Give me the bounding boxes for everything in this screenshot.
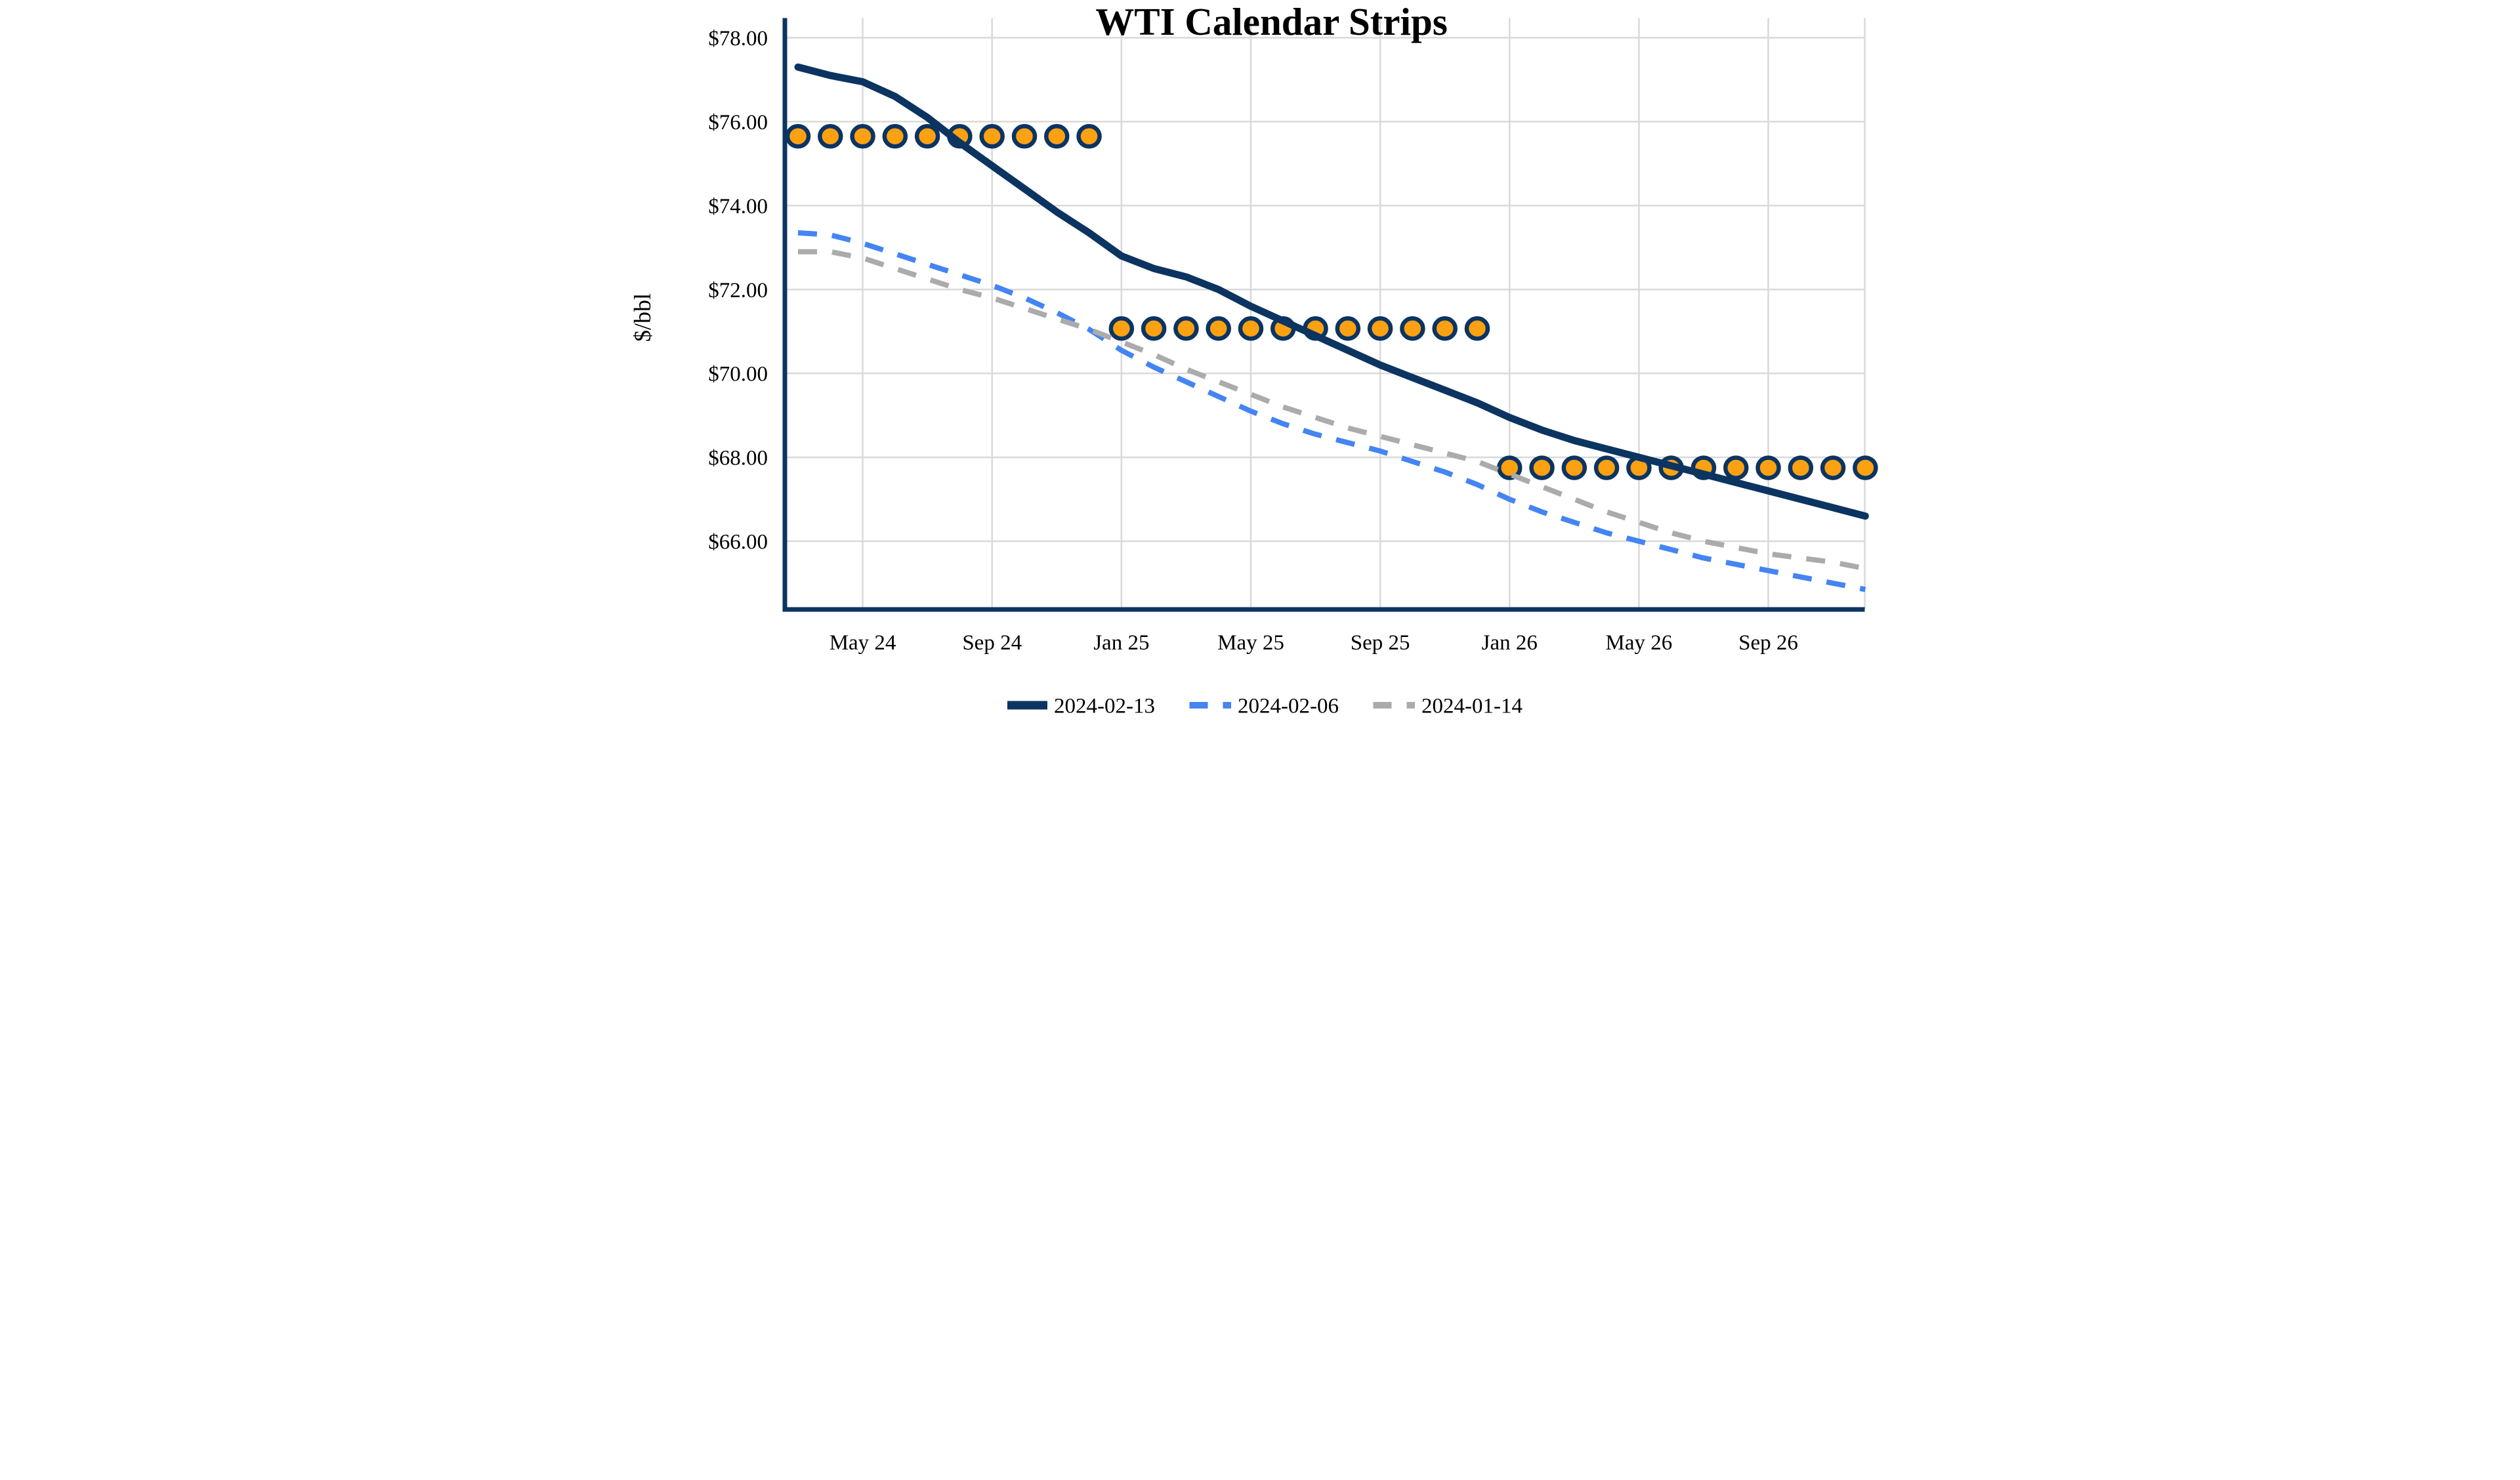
strip-marker-dot [1561,455,1587,480]
legend-item-2024-01-14: 2024-01-14 [1373,695,1522,718]
strip-marker-dot [1593,455,1620,480]
y-tick-label: $72.00 [708,279,768,302]
strip-marker-dot [1206,316,1231,341]
strip-marker-dot [1853,455,1878,480]
legend-item-2024-02-13: 2024-02-13 [1007,695,1155,718]
y-tick-label: $70.00 [708,363,768,386]
strip-marker-dot [1173,316,1199,341]
strip-marker-dot [1238,316,1264,341]
strip-marker-dot [850,124,875,149]
strip-marker-dot [1400,316,1425,341]
series-layer [794,63,1869,592]
legend-label: 2024-01-14 [1421,695,1522,718]
chart-canvas: $78.00 $76.00 $74.00 $72.00 $70.00 $68.00 $66.… [630,0,1878,718]
x-tick-label: May 24 [830,631,896,655]
wti-calendar-strips-chart: $78.00 $76.00 $74.00 $72.00 $70.00 $68.00 $66.… [630,0,1890,740]
strip-marker-dot [914,124,940,149]
y-axis-title: $/bbl [630,293,656,342]
x-tick-label: Sep 25 [1351,631,1410,655]
strip-marker-dot [1108,316,1135,341]
strip-marker-dot [1335,316,1361,341]
strip-marker-dot [1755,455,1781,480]
y-tick-label: $66.00 [708,531,768,554]
x-tick-label: Sep 24 [962,631,1022,655]
strip-marker-dot [1367,316,1393,341]
strip-marker-dot [979,124,1005,149]
strip-marker-dot [1497,455,1522,480]
y-tick-label: $68.00 [708,447,768,470]
series-line-2024-01-14 [798,249,1866,571]
legend-label: 2024-02-13 [1054,695,1155,718]
strip-marker-dot [1820,455,1846,480]
x-tick-label: Jan 25 [1093,631,1149,655]
strip-marker-dot [1076,124,1102,149]
y-tick-label: $76.00 [708,111,768,134]
tick-label-layer: $78.00 $76.00 $74.00 $72.00 $70.00 $68.00 $66.… [708,27,1798,655]
axis-layer [782,18,1865,612]
strip-marker-dot [1432,316,1458,341]
strip-marker-dot [882,124,908,149]
strip-marker-dot [1044,124,1070,149]
strip-marker-dot [1141,316,1167,341]
y-tick-label: $74.00 [708,195,768,218]
strip-marker-dot [1464,316,1490,341]
chart-title: WTI Calendar Strips [1095,0,1448,43]
grid-layer [785,18,1866,609]
x-tick-label: Jan 26 [1482,631,1538,655]
legend-item-2024-02-06: 2024-02-06 [1189,695,1339,718]
series-line-2024-02-13 [794,63,1869,520]
strip-marker-dot [818,124,843,149]
strip-marker-dot [1788,455,1814,480]
strip-marker-dot [1011,124,1038,149]
x-tick-label: May 26 [1606,631,1673,655]
strip-marker-dot [1723,455,1749,480]
legend-label: 2024-02-06 [1238,695,1339,718]
strip-marker-dot [1529,455,1555,480]
x-tick-label: Sep 26 [1738,631,1798,655]
legend: 2024-02-13 2024-02-06 2024-01-14 [1007,695,1522,718]
x-tick-label: May 25 [1217,631,1284,655]
series-line-2024-02-06 [797,230,1866,592]
strip-marker-dot [785,124,811,149]
y-tick-label: $78.00 [708,27,768,51]
